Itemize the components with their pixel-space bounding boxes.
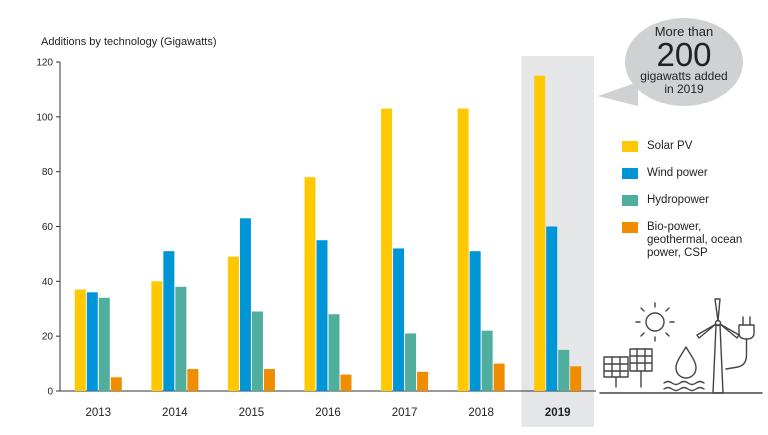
bar-2013-bio [110,377,122,391]
y-tick-label-0: 0 [47,387,53,398]
legend-label-bio: Bio-power, geothermal, ocean power, CSP [647,221,743,259]
legend-item-hydro: Hydropower [622,194,762,207]
callout-line3: in 2019 [664,82,704,96]
bar-2018-hydro [481,330,493,391]
y-tick-label-20: 20 [42,332,54,343]
bar-2017-solar [381,108,393,391]
legend-label-solar: Solar PV [647,140,693,152]
bar-2014-hydro [175,286,187,391]
bar-2015-bio [263,369,275,391]
bar-2015-hydro [251,311,263,391]
y-tick-label-60: 60 [42,222,54,233]
bar-2019-hydro [558,349,570,391]
bar-2014-solar [151,281,163,391]
x-tick-label-2016: 2016 [315,407,341,419]
bar-2017-hydro [405,333,417,391]
bar-2018-solar [457,108,469,391]
highlight-band-2019 [521,56,594,427]
y-tick-label-80: 80 [42,167,54,178]
legend-item-bio: Bio-power, geothermal, ocean power, CSP [622,221,762,260]
bar-2019-wind [546,226,558,391]
bar-2019-solar [534,75,546,391]
plug-icon [725,316,755,370]
bar-2014-bio [187,369,199,391]
bar-2018-wind [469,251,481,391]
x-tick-label-2019: 2019 [545,407,571,419]
legend-swatch-bio [622,222,638,233]
y-axis-label: Additions by technology (Gigawatts) [41,36,217,48]
y-tick-label-40: 40 [42,277,54,288]
callout-line1: More than [654,24,714,39]
legend-swatch-wind [622,168,638,179]
wind-turbine-icon [696,298,740,394]
solar-panel-icon [603,348,653,388]
x-tick-label-2013: 2013 [85,407,111,419]
bar-2015-solar [227,256,239,391]
bar-2014-wind [163,251,175,391]
x-tick-label-2014: 2014 [162,407,188,419]
callout-background [625,18,743,106]
water-drop-icon [663,346,705,392]
callout-text: More than 200 gigawatts added in 2019 [625,18,743,96]
bar-2016-bio [340,374,352,391]
renewables-illustration [599,298,763,394]
legend: Solar PV Wind power Hydropower Bio-power… [622,140,762,274]
bar-2017-bio [417,371,429,391]
bar-2013-solar [74,289,86,391]
bar-2016-hydro [328,314,340,391]
y-tick-label-100: 100 [36,112,53,123]
x-tick-label-2017: 2017 [392,407,418,419]
callout-big-number: 200 [656,36,712,73]
bar-2017-wind [393,248,405,391]
bar-2013-hydro [98,297,110,391]
bar-2018-bio [493,363,505,391]
sun-icon [635,302,675,342]
bar-2016-wind [316,240,328,391]
legend-swatch-solar [622,141,638,152]
legend-item-wind: Wind power [622,167,762,180]
legend-label-hydro: Hydropower [647,194,709,206]
bar-2013-wind [86,292,98,391]
legend-label-wind: Wind power [647,167,708,179]
callout-tail [598,82,638,106]
x-tick-label-2018: 2018 [468,407,494,419]
bar-2019-bio [570,366,582,391]
callout-bubble: More than 200 gigawatts added in 2019 [598,18,743,106]
legend-item-solar: Solar PV [622,140,762,153]
y-tick-label-120: 120 [36,58,53,69]
callout-line2: gigawatts added [640,69,728,83]
bar-2015-wind [239,218,251,391]
bar-2016-solar [304,177,316,391]
legend-swatch-hydro [622,195,638,206]
x-tick-label-2015: 2015 [239,407,265,419]
